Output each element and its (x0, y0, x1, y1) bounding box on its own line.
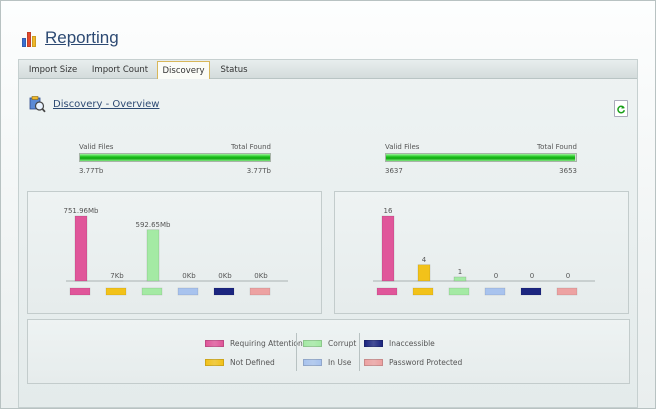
legend-swatch-not-defined (205, 359, 224, 366)
tab-bar: Import Size Import Count Discovery Statu… (19, 60, 637, 79)
legend: Requiring Attention Not Defined Corrupt … (27, 319, 630, 384)
legend-label-password-protected: Password Protected (389, 358, 463, 367)
progress-size: Valid Files Total Found 3.77Tb 3.77Tb (79, 143, 271, 175)
progress-count-right-label: Total Found (537, 143, 577, 151)
progress-count: Valid Files Total Found 3637 3653 (385, 143, 577, 175)
legend-divider (359, 333, 360, 371)
legend-label-not-defined: Not Defined (230, 358, 275, 367)
progress-count-left-label: Valid Files (385, 143, 420, 151)
data-label-not-defined: 4 (422, 256, 427, 264)
legend-label-requiring-attention: Requiring Attention (230, 339, 303, 348)
legend-swatch-password-protected (364, 359, 383, 366)
progress-count-bar (385, 153, 577, 162)
discovery-magnifier-icon (29, 95, 46, 113)
data-label-corrupt: 592.65Mb (136, 221, 172, 229)
data-label-requiring-attention: 751.96Mb (64, 207, 100, 215)
refresh-icon (617, 105, 626, 113)
legend-item-not-defined: Not Defined (205, 358, 275, 367)
data-label-inaccessible: 0 (530, 272, 534, 280)
data-label-inaccessible: 0Kb (218, 272, 232, 280)
legend-label-inaccessible: Inaccessible (389, 339, 435, 348)
progress-count-valid-value: 3637 (385, 167, 403, 175)
category-swatch-requiring-attention (376, 287, 398, 296)
bar-corrupt[interactable] (146, 229, 160, 282)
data-label-password-protected: 0Kb (254, 272, 268, 280)
data-label-in-use: 0Kb (182, 272, 196, 280)
app-header: Reporting (22, 26, 119, 50)
legend-item-inaccessible: Inaccessible (364, 339, 435, 348)
section-title[interactable]: Discovery - Overview (53, 98, 160, 110)
legend-item-password-protected: Password Protected (364, 358, 462, 367)
legend-label-in-use: In Use (328, 358, 352, 367)
tab-discovery[interactable]: Discovery (157, 61, 210, 79)
data-label-requiring-attention: 16 (384, 207, 393, 215)
refresh-button[interactable] (614, 100, 628, 117)
category-swatch-not-defined (105, 287, 127, 296)
legend-item-in-use: In Use (303, 358, 351, 367)
progress-count-total-value: 3653 (559, 167, 577, 175)
data-label-password-protected: 0 (566, 272, 570, 280)
report-panel: Import Size Import Count Discovery Statu… (18, 59, 638, 408)
data-label-in-use: 0 (494, 272, 498, 280)
chart-size-svg: 751.96Mb 7Kb 592.65Mb 0Kb 0Kb 0Kb (64, 207, 288, 296)
category-swatch-requiring-attention (69, 287, 91, 296)
legend-divider (296, 333, 297, 371)
chart-count: 16 4 1 0 0 0 (334, 191, 629, 314)
legend-swatch-requiring-attention (205, 340, 224, 347)
app-title[interactable]: Reporting (45, 28, 119, 47)
category-swatch-inaccessible (213, 287, 235, 296)
bar-requiring-attention[interactable] (381, 215, 395, 282)
chart-count-svg: 16 4 1 0 0 0 (373, 207, 595, 296)
category-swatch-password-protected (249, 287, 271, 296)
progress-size-fill (80, 154, 270, 161)
bar-chart-icon (22, 30, 39, 47)
bar-corrupt[interactable] (453, 276, 467, 282)
tab-import-count[interactable]: Import Count (91, 65, 149, 75)
progress-count-fill (386, 154, 576, 161)
data-label-corrupt: 1 (458, 268, 462, 276)
category-swatch-in-use (484, 287, 506, 296)
progress-size-bar (79, 153, 271, 162)
legend-swatch-corrupt (303, 340, 322, 347)
tab-import-size[interactable]: Import Size (28, 65, 78, 75)
bar-requiring-attention[interactable] (74, 215, 88, 282)
progress-size-total-value: 3.77Tb (246, 167, 271, 175)
progress-size-right-label: Total Found (231, 143, 271, 151)
legend-swatch-in-use (303, 359, 322, 366)
chart-size: 751.96Mb 7Kb 592.65Mb 0Kb 0Kb 0Kb (27, 191, 322, 314)
category-swatch-corrupt (448, 287, 470, 296)
section-header: Discovery - Overview (29, 94, 159, 114)
category-swatch-not-defined (412, 287, 434, 296)
progress-size-left-label: Valid Files (79, 143, 114, 151)
legend-label-corrupt: Corrupt (328, 339, 357, 348)
category-swatch-password-protected (556, 287, 578, 296)
progress-size-valid-value: 3.77Tb (79, 167, 104, 175)
data-label-not-defined: 7Kb (110, 272, 124, 280)
legend-item-corrupt: Corrupt (303, 339, 356, 348)
legend-swatch-inaccessible (364, 340, 383, 347)
category-swatch-in-use (177, 287, 199, 296)
category-swatch-inaccessible (520, 287, 542, 296)
legend-item-requiring-attention: Requiring Attention (205, 339, 303, 348)
tab-status[interactable]: Status (220, 65, 248, 75)
bar-not-defined[interactable] (417, 264, 431, 282)
category-swatch-corrupt (141, 287, 163, 296)
